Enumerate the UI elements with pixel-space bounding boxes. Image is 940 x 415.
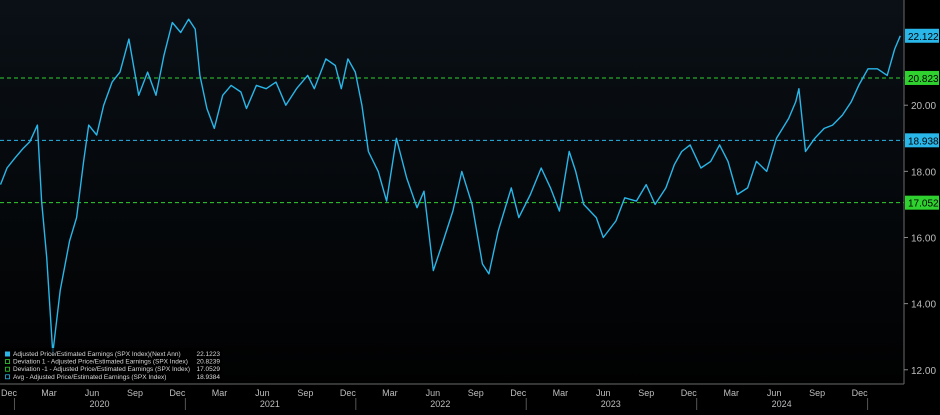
x-tick-label: Jun: [85, 388, 100, 398]
reference-label-box-1: [905, 70, 939, 85]
x-tick-label: Dec: [1, 388, 18, 398]
y-tick-label: 12.00: [911, 366, 936, 377]
x-year-label: 2021: [260, 399, 280, 409]
x-tick-label: Sep: [127, 388, 143, 398]
x-tick-label: Sep: [297, 388, 313, 398]
legend-value: 22.1223: [197, 351, 221, 358]
x-tick-label: Mar: [41, 388, 57, 398]
x-tick-label: Dec: [169, 388, 186, 398]
x-tick-label: Dec: [852, 388, 869, 398]
x-axis-panel: [0, 384, 940, 410]
x-tick-label: Dec: [340, 388, 357, 398]
x-tick-label: Mar: [723, 388, 739, 398]
x-tick-label: Mar: [553, 388, 569, 398]
reference-label-2: 17.0529: [908, 199, 940, 210]
x-tick-label: Dec: [510, 388, 527, 398]
legend-marker: [5, 351, 10, 357]
x-tick-label: Sep: [809, 388, 825, 398]
y-tick-label: 18.00: [911, 167, 936, 178]
legend-marker: [5, 359, 10, 365]
legend-label: Deviation -1 - Adjusted Price/Estimated …: [13, 366, 190, 373]
series-line-1: [0, 18, 901, 354]
legend-value: 20.8239: [197, 359, 221, 366]
x-tick-label: Jun: [426, 388, 441, 398]
legend-box: [2, 348, 222, 383]
x-year-label: 2024: [772, 399, 792, 409]
y-tick-label: 20.00: [911, 101, 936, 112]
legend-marker: [5, 374, 10, 380]
legend-label: Adjusted Price/Estimated Earnings (SPX I…: [13, 351, 181, 358]
last-value-label-1: 22.1223: [908, 32, 940, 43]
x-tick-label: Jun: [596, 388, 611, 398]
reference-label-1: 20.8239: [908, 74, 940, 85]
legend-label: Deviation 1 - Adjusted Price/Estimated E…: [13, 359, 188, 366]
reference-label-box-2: [905, 195, 939, 210]
last-value-box-1: [905, 28, 939, 43]
x-tick-label: Mar: [212, 388, 228, 398]
x-tick-label: Dec: [681, 388, 698, 398]
reference-label-3: 18.9384: [908, 136, 940, 147]
x-tick-label: Sep: [468, 388, 484, 398]
legend-label: Avg - Adjusted Price/Estimated Earnings …: [13, 374, 166, 381]
x-tick-label: Mar: [382, 388, 398, 398]
reference-label-box-3: [905, 133, 939, 148]
x-year-label: 2022: [430, 399, 450, 409]
x-tick-label: Jun: [767, 388, 782, 398]
legend-value: 18.9384: [197, 374, 221, 381]
x-tick-label: Sep: [638, 388, 654, 398]
x-year-label: 2020: [89, 399, 109, 409]
legend-value: 17.0529: [197, 366, 221, 373]
x-tick-label: Jun: [255, 388, 270, 398]
y-tick-label: 16.00: [911, 233, 936, 244]
legend-marker: [5, 366, 10, 372]
y-tick-label: 14.00: [911, 300, 936, 311]
x-year-label: 2023: [601, 399, 621, 409]
